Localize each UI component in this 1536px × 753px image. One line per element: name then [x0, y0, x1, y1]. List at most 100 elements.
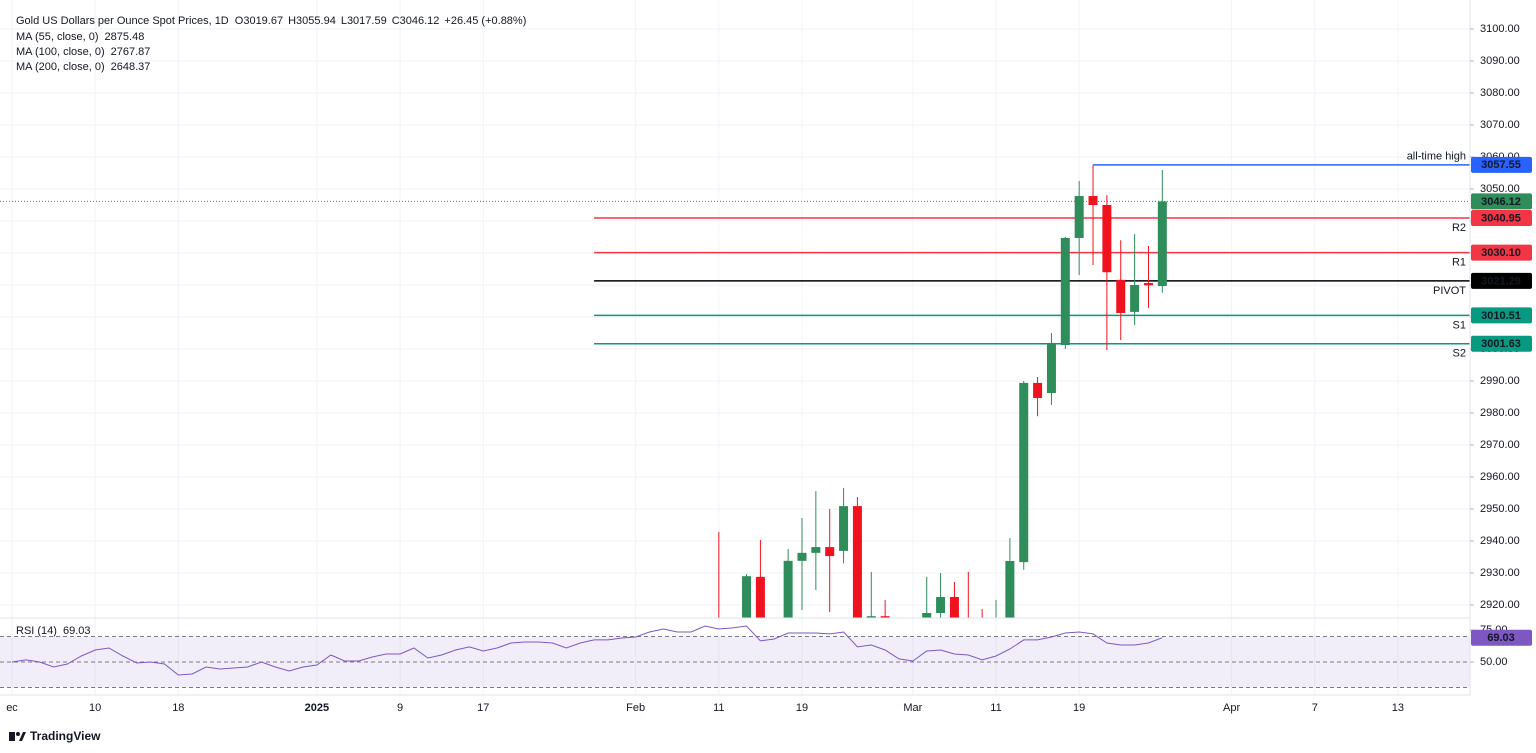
x-tick-label: ec [6, 702, 18, 714]
level-label: R2 [1452, 222, 1466, 234]
x-tick-label: 10 [89, 702, 101, 714]
y-tick-label: 2950.00 [1480, 503, 1520, 515]
rsi-pane [0, 625, 1470, 688]
x-tick-label: Mar [903, 702, 922, 714]
candle-body [1046, 342, 1056, 394]
x-tick-label: 9 [397, 702, 403, 714]
candle-body [1116, 279, 1126, 314]
brand-logo [9, 732, 26, 741]
candle-body [922, 613, 932, 618]
ma-value: 2648.37 [111, 61, 151, 73]
candle-body [797, 552, 807, 561]
y-tick-label: 2920.00 [1480, 599, 1520, 611]
y-tick-label: 2960.00 [1480, 471, 1520, 483]
candle-body [852, 506, 862, 618]
level-label: PIVOT [1433, 285, 1466, 297]
candle-body [1088, 196, 1098, 205]
x-tick-label: Feb [626, 702, 645, 714]
change: +26.45 (+0.88%) [444, 15, 526, 27]
ohlc-label: H [288, 15, 296, 27]
axes: ec 10 18 2025 9 17 Feb 11 19 Mar 11 19 Apr 7 13 2920.00… [6, 23, 1532, 714]
ma-name: MA (100, close, 0) [16, 46, 105, 58]
level-tag-text: 3040.95 [1481, 212, 1521, 224]
grid [0, 0, 1470, 695]
y-tick-label: 3090.00 [1480, 55, 1520, 67]
rsi-tag-text: 69.03 [1487, 632, 1515, 644]
level-tag [1471, 244, 1532, 261]
y-tick-label: 2990.00 [1480, 375, 1520, 387]
ohlc-label: C [392, 15, 400, 27]
candle-body [1005, 561, 1015, 618]
rsi-name: RSI (14) [16, 625, 57, 637]
candle-body [755, 576, 765, 618]
x-tick-label: 11 [713, 702, 724, 714]
x-tick-label: 7 [1312, 702, 1318, 714]
price-pane [0, 164, 1470, 618]
level-tag [1471, 307, 1532, 324]
logo-shape [19, 732, 26, 741]
ma-name: MA (200, close, 0) [16, 61, 105, 73]
level-label: R1 [1452, 257, 1466, 269]
ohlc-value: 3055.94 [296, 15, 336, 27]
y-tick-label: 3050.00 [1480, 183, 1520, 195]
candle-body [880, 616, 890, 618]
y-tick-label: 3070.00 [1480, 119, 1520, 131]
x-tick-label: 19 [796, 702, 808, 714]
x-tick-label: 2025 [305, 702, 329, 714]
level-tag-text: 3057.55 [1481, 159, 1521, 171]
ohlc-value: 3046.12 [400, 15, 440, 27]
candle-body [1019, 382, 1029, 563]
rsi-value: 69.03 [63, 625, 91, 637]
y-tick-label: 3100.00 [1480, 23, 1520, 35]
ohlc-value: 3017.59 [347, 15, 387, 27]
level-label: S1 [1453, 319, 1466, 331]
logo-shape [9, 732, 15, 741]
y-tick-label: 2980.00 [1480, 407, 1520, 419]
y-tick-label: 3080.00 [1480, 87, 1520, 99]
level-tag [1471, 209, 1532, 226]
ma-value: 2875.48 [105, 31, 145, 43]
candle-body [936, 597, 946, 614]
logo-shape [16, 732, 20, 736]
ma-value: 2767.87 [111, 46, 151, 58]
level-tag-text: 3001.63 [1481, 338, 1521, 350]
labels: all-time high R2 R1 PIVOT S1 S2 Gold US Dollar… [16, 15, 1466, 637]
x-tick-label: 19 [1073, 702, 1085, 714]
x-tick-label: 18 [172, 702, 184, 714]
level-tag [1471, 156, 1532, 173]
candle-body [839, 506, 849, 551]
brand: TradingView [30, 729, 101, 743]
x-tick-label: 17 [477, 702, 489, 714]
y-tick-label: 2930.00 [1480, 567, 1520, 579]
chart-title: Gold US Dollars per Ounce Spot Prices, 1… [16, 15, 229, 27]
candle-body [1074, 196, 1084, 238]
candle-body [783, 560, 793, 618]
ohlc-label: O [235, 15, 244, 27]
candle-body [1060, 237, 1070, 346]
candle-body [1143, 283, 1153, 286]
level-tag [1471, 335, 1532, 352]
level-tag-text: 3030.10 [1481, 247, 1521, 259]
candle-body [742, 576, 752, 618]
candle-body [1033, 382, 1043, 398]
last-price-tag [1471, 193, 1532, 210]
ma-name: MA (55, close, 0) [16, 31, 99, 43]
candle-body [949, 597, 959, 618]
level-label: S2 [1453, 348, 1466, 360]
level-tag [1471, 272, 1532, 289]
candle-body [866, 616, 876, 618]
level-tag-text: 3021.29 [1481, 275, 1521, 287]
candle-body [1102, 204, 1112, 273]
rsi-tag [1471, 629, 1532, 646]
x-tick-label: Apr [1223, 702, 1240, 714]
x-tick-label: 13 [1392, 702, 1404, 714]
candle-body [1130, 284, 1140, 312]
rsi-line [11, 625, 1163, 676]
level-label: all-time high [1407, 151, 1466, 163]
x-tick-label: 11 [990, 702, 1001, 714]
candle-body [1157, 201, 1167, 287]
candle-body [811, 547, 821, 553]
y-tick-label: 2940.00 [1480, 535, 1520, 547]
